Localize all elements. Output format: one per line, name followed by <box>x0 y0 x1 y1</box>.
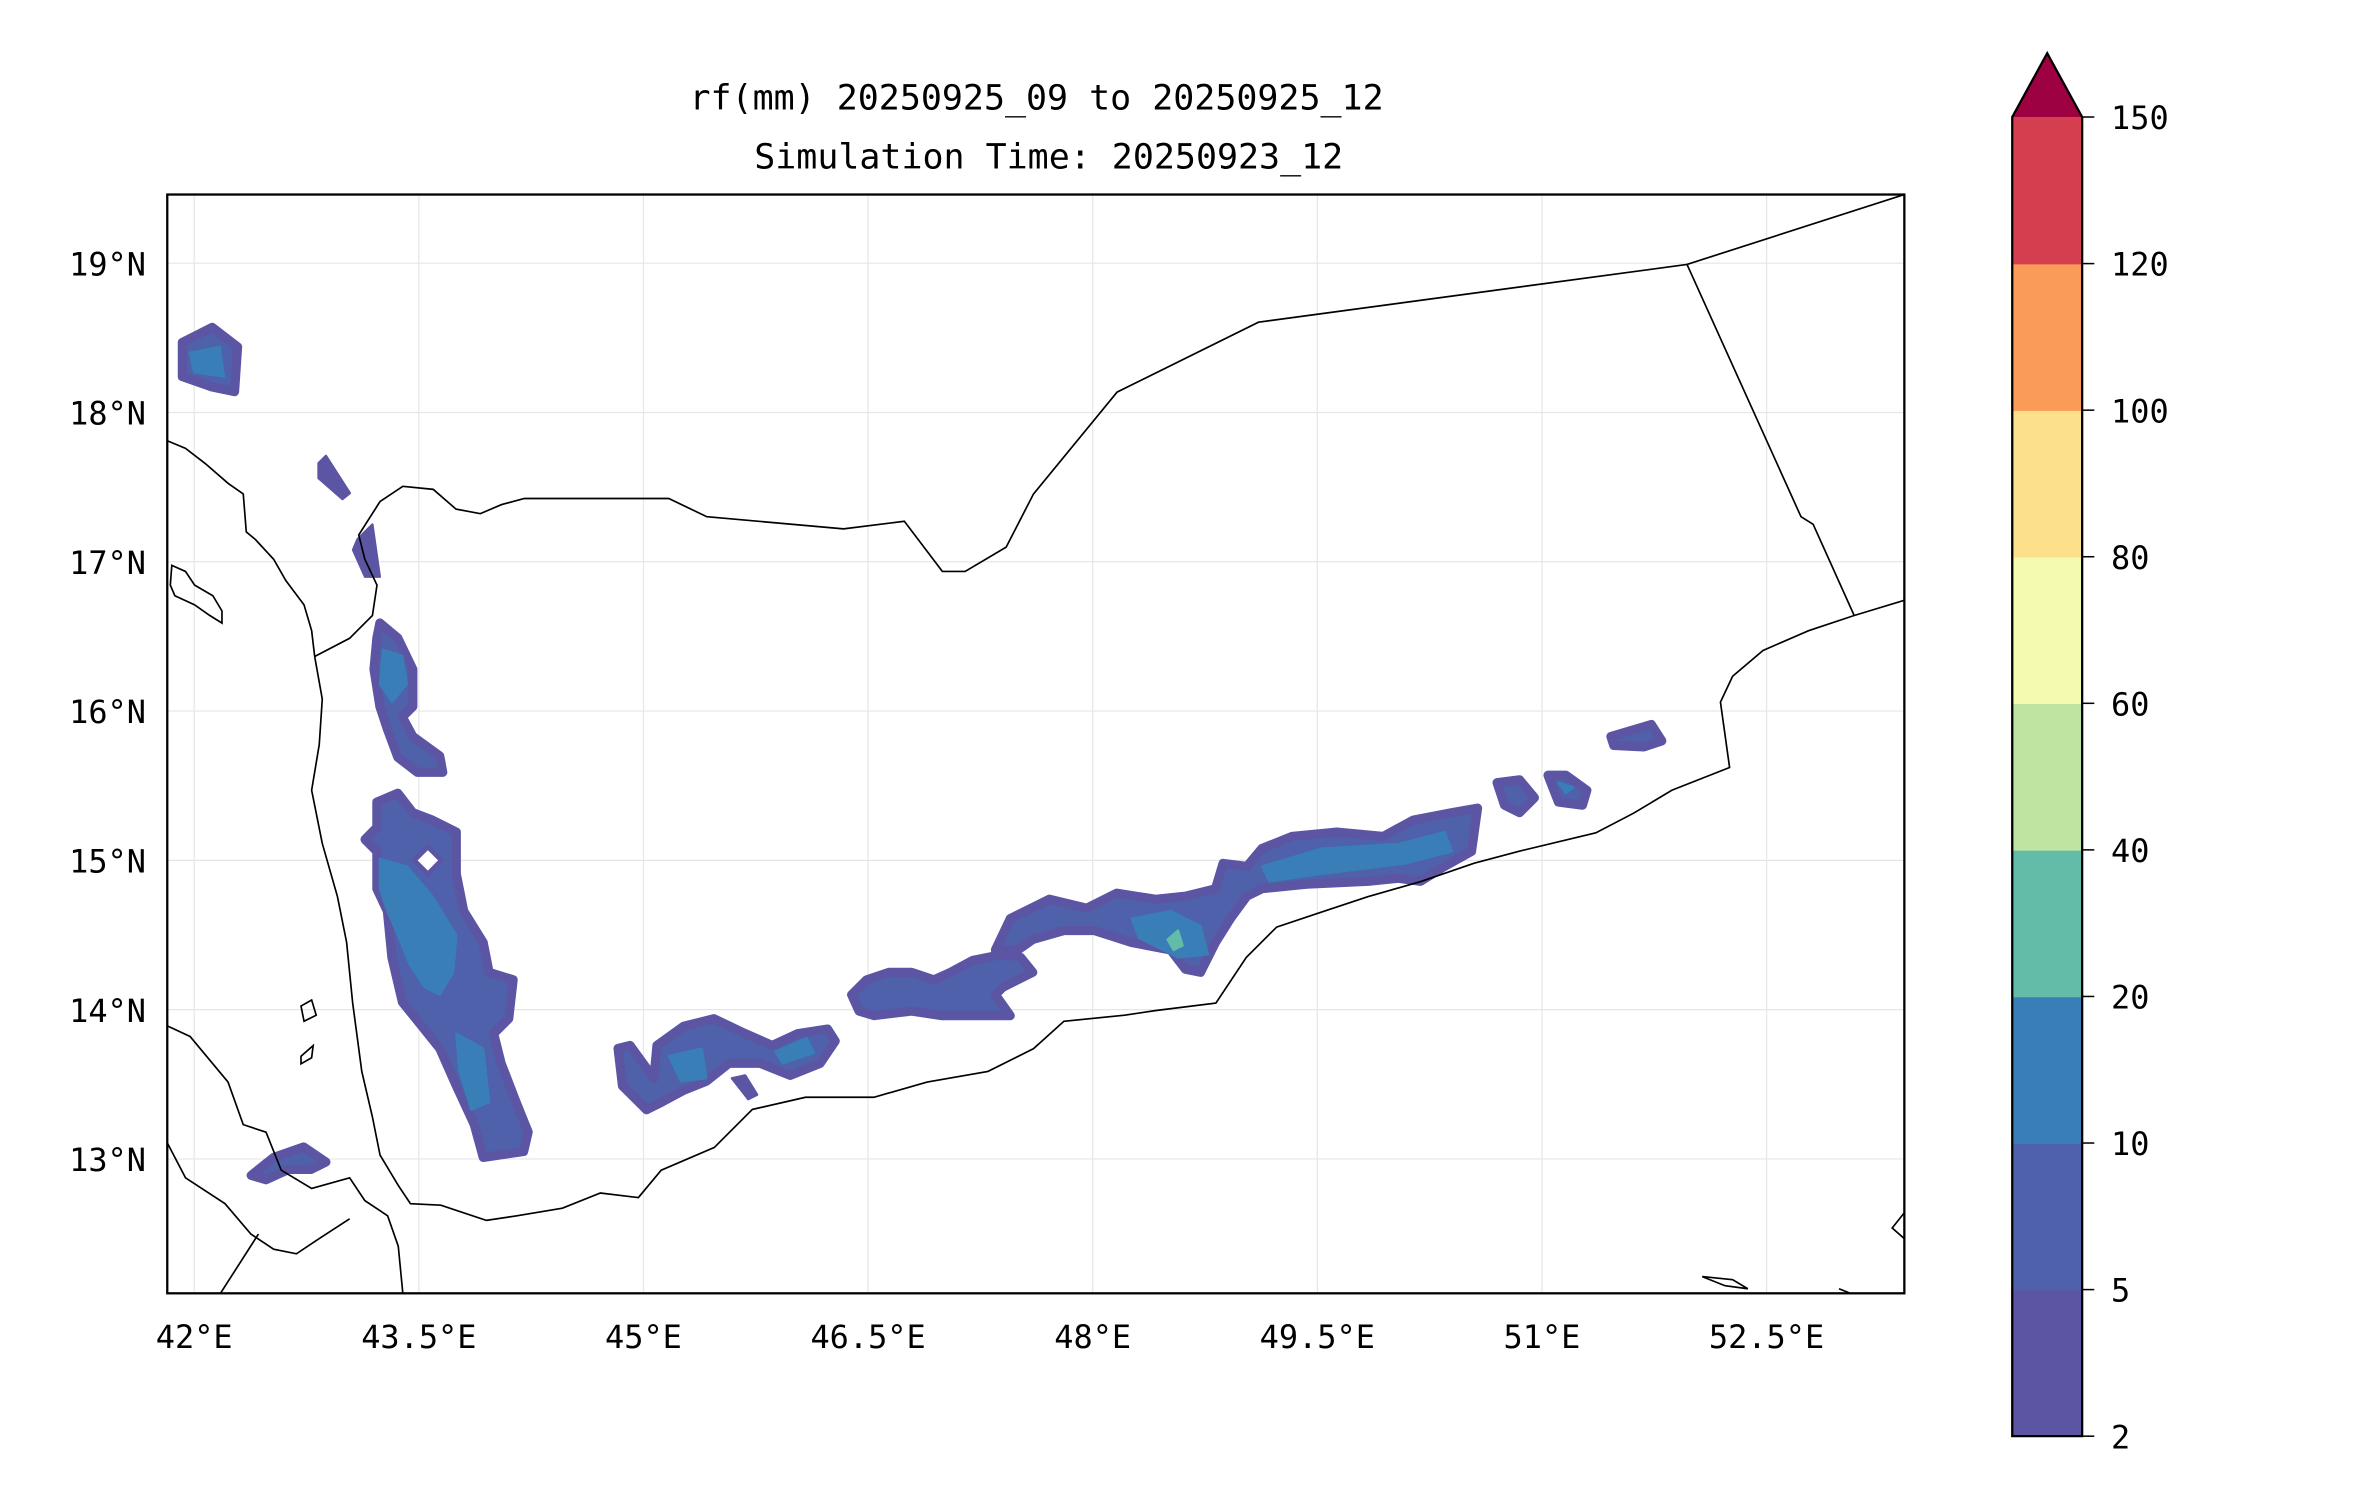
socotra-coast <box>1701 1212 1905 1294</box>
colorbar-tick-label: 5 <box>2111 1272 2130 1310</box>
x-tick-label: 43.5°E <box>361 1318 476 1356</box>
chart-title-line-2: Simulation Time: 20250923_12 <box>754 138 1343 178</box>
y-tick-label: 17°N <box>69 544 146 582</box>
rain-contour-area <box>774 1036 816 1065</box>
chart-title-line-1: rf(mm) 20250925_09 to 20250925_12 <box>689 78 1383 118</box>
saudi-yemen-border <box>314 194 1905 658</box>
island-zuqar <box>300 1043 315 1066</box>
colorbar-bin <box>2012 996 2083 1144</box>
colorbar-bin <box>2012 1143 2083 1291</box>
saudi-coastline <box>167 439 316 657</box>
rain-contour-area <box>730 1074 759 1101</box>
rain-contour-area <box>990 803 1483 977</box>
y-tick-label: 14°N <box>69 992 146 1030</box>
rain-contour-area <box>847 949 1038 1021</box>
rain-contour-area <box>613 1014 840 1115</box>
x-tick-label: 52.5°E <box>1709 1318 1824 1356</box>
rain-contour-area <box>317 454 352 501</box>
colorbar-outline <box>2011 50 2084 1438</box>
rain-contour-area <box>455 1032 491 1111</box>
rain-contour-area <box>1260 830 1454 883</box>
x-tick-label: 51°E <box>1504 1318 1581 1356</box>
rain-contour-area <box>246 1142 331 1185</box>
colorbar-bin <box>2012 263 2083 411</box>
rainfall-contours <box>177 322 1667 1185</box>
colorbar-extend-arrow <box>2012 53 2083 118</box>
rain-contour-area <box>1606 719 1667 752</box>
plot-frame <box>166 193 1906 1295</box>
rain-contour-area <box>1130 909 1210 959</box>
djibouti-coastline <box>167 1142 351 1255</box>
colorbar-bin <box>2012 849 2083 998</box>
rain-contour-area <box>1492 775 1539 818</box>
colorbar-tick-label: 150 <box>2111 99 2169 137</box>
rain-contour-area <box>1557 781 1575 795</box>
colorbar-tick-label: 40 <box>2111 832 2149 870</box>
y-tick-label: 19°N <box>69 245 146 283</box>
y-tick-label: 18°N <box>69 395 146 433</box>
y-tick-label: 16°N <box>69 693 146 731</box>
farasan-islands <box>169 564 223 625</box>
boundaries <box>167 194 1905 1294</box>
eritrea-djibouti-border <box>219 1233 260 1294</box>
x-tick-label: 49.5°E <box>1260 1318 1375 1356</box>
y-tick-label: 15°N <box>69 843 146 881</box>
colorbar-bin <box>2012 703 2083 851</box>
colorbar-tick-label: 2 <box>2111 1418 2130 1456</box>
yemen-oman-border <box>1686 264 1855 616</box>
x-tick-label: 45°E <box>605 1318 682 1356</box>
rain-contour-area <box>378 857 458 996</box>
colorbar-bin <box>2012 556 2083 705</box>
colorbar-bin <box>2012 410 2083 558</box>
colorbar-tick-label: 20 <box>2111 979 2149 1017</box>
colorbar: 2 5 10 20 40 60 80 100 120 150 <box>2011 50 2169 1456</box>
y-axis-ticks: 13°N 14°N 15°N 16°N 17°N 18°N 19°N <box>69 245 146 1179</box>
rain-contour-area <box>188 345 226 378</box>
colorbar-tick-label: 10 <box>2111 1125 2149 1163</box>
y-tick-label: 13°N <box>69 1141 146 1179</box>
rain-contour-area <box>667 1047 708 1083</box>
rain-contour-area <box>378 648 409 704</box>
yemen-coastline <box>310 599 1905 1222</box>
rain-contour-hole <box>411 843 445 878</box>
colorbar-tick-label: 100 <box>2111 392 2169 430</box>
colorbar-tick-label: 120 <box>2111 246 2169 284</box>
colorbar-bin <box>2012 1289 2083 1437</box>
x-tick-label: 42°E <box>156 1318 233 1356</box>
rain-contour-area <box>369 618 448 777</box>
x-tick-label: 48°E <box>1054 1318 1131 1356</box>
rain-contour-area <box>1166 929 1184 952</box>
x-axis-ticks: 42°E 43.5°E 45°E 46.5°E 48°E 49.5°E 51°E 52.5°E <box>156 1318 1824 1356</box>
eritrea-coastline <box>167 1025 404 1294</box>
x-tick-label: 46.5°E <box>810 1318 925 1356</box>
colorbar-tick-label: 80 <box>2111 539 2149 577</box>
colorbar-tick-label: 60 <box>2111 685 2149 723</box>
rain-contour-area <box>351 523 382 578</box>
island-kamaran <box>300 998 318 1023</box>
colorbar-bin <box>2012 117 2083 265</box>
